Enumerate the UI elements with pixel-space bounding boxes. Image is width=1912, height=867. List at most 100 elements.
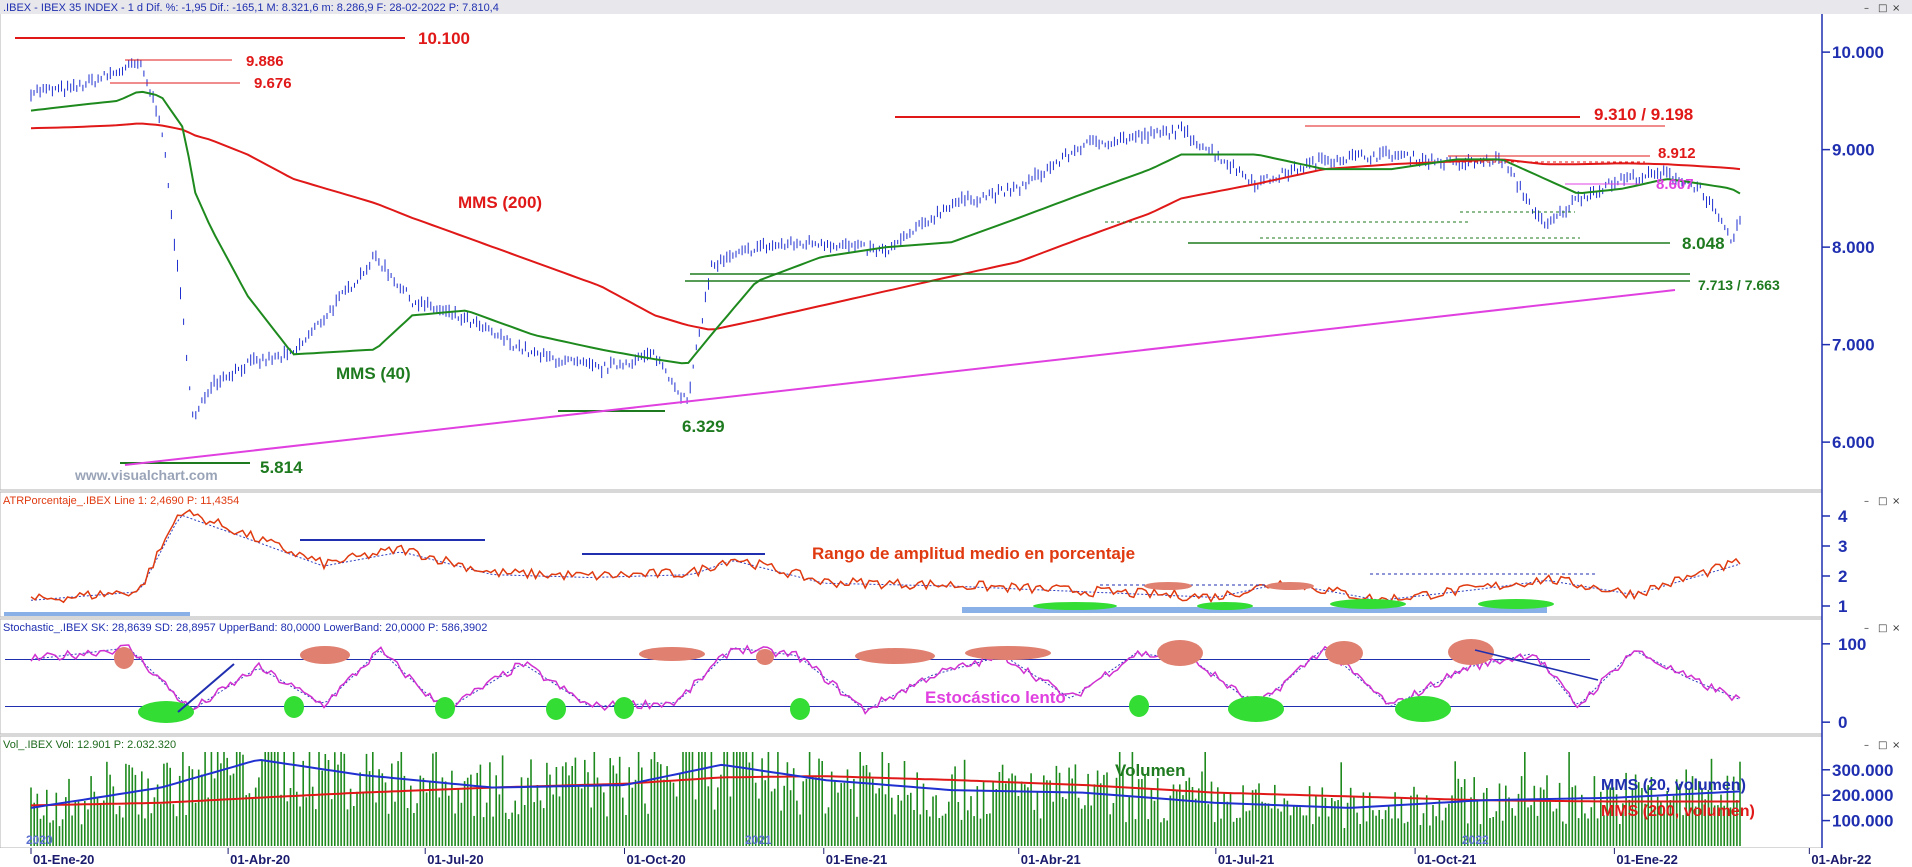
vol-window-buttons[interactable]: – □ ×: [1864, 740, 1900, 751]
vol-mms20-label: MMS (20, volumen): [1601, 777, 1746, 794]
atr-red-1: [1144, 582, 1192, 590]
price-plot: [30, 58, 1741, 420]
atr-header: ATRPorcentaje_.IBEX Line 1: 2,4690 P: 11…: [3, 495, 239, 507]
atr-green-1: [1033, 602, 1117, 610]
label-8048: 8.048: [1682, 234, 1725, 253]
stoch-red-2: [300, 646, 350, 664]
price-window-buttons[interactable]: – □ ×: [1864, 3, 1900, 14]
stoch-red-4: [756, 649, 774, 665]
stoch-green-5: [614, 697, 634, 719]
xtick-label: 01-Oct-20: [626, 852, 685, 867]
xtick-label: 01-Ene-22: [1616, 852, 1677, 867]
stoch-red-8: [1325, 641, 1363, 665]
axes-layer: 10.000 9.000 8.000 7.000 6.000 4 3 2 1 100 0 300.00…: [30, 43, 1893, 867]
stoch-red-9: [1448, 639, 1494, 665]
close-icon[interactable]: ×: [1892, 623, 1900, 634]
stoch-sk-line: [30, 644, 1741, 715]
year-2021: 2021: [745, 833, 772, 847]
xtick-label: 01-Abr-21: [1021, 852, 1081, 867]
maximize-icon[interactable]: □: [1878, 623, 1887, 634]
atr-red-2: [1266, 582, 1314, 590]
stoch-red-1: [114, 647, 134, 669]
atr-line: [30, 508, 1741, 605]
xtick-label: 01-Jul-21: [1218, 852, 1274, 867]
trendline: [124, 289, 1676, 466]
stoch-green-1: [138, 701, 194, 723]
label-9886: 9.886: [246, 53, 284, 70]
stoch-trend-1: [177, 663, 235, 713]
stoch-green-7: [1129, 695, 1149, 717]
stoch-window-buttons[interactable]: – □ ×: [1864, 623, 1900, 634]
minimize-icon[interactable]: –: [1864, 496, 1869, 507]
stoch-annotations: Estocástico lento: [114, 639, 1599, 723]
label-7713: 7.713 / 7.663: [1698, 277, 1780, 293]
price-ytick-label: 9.000: [1832, 141, 1875, 160]
price-levels: [15, 37, 1690, 466]
label-6329: 6.329: [682, 417, 725, 436]
year-2022: 2022: [1462, 833, 1489, 847]
stoch-green-4: [546, 698, 566, 720]
atr-band-1: [4, 612, 190, 616]
atr-green-3: [1330, 599, 1406, 609]
watermark: www.visualchart.com: [74, 467, 218, 483]
stoch-red-7: [1157, 640, 1203, 666]
stoch-label: Estocástico lento: [925, 688, 1066, 707]
price-ytick-label: 10.000: [1832, 43, 1884, 62]
minimize-icon[interactable]: –: [1864, 740, 1869, 751]
atr-ytick-label: 2: [1838, 567, 1847, 586]
maximize-icon[interactable]: □: [1878, 496, 1887, 507]
stoch-header: Stochastic_.IBEX SK: 28,8639 SD: 28,8957…: [3, 622, 487, 634]
minimize-icon[interactable]: –: [1864, 3, 1869, 14]
atr-plot: [30, 508, 1741, 605]
vol-mms200-line: [30, 775, 1740, 807]
label-5814: 5.814: [260, 458, 303, 477]
atr-annotations: Rango de amplitud medio en porcentaje: [4, 539, 1595, 616]
atr-ytick-label: 3: [1838, 537, 1847, 556]
price-header-bg: [0, 0, 1912, 14]
close-icon[interactable]: ×: [1892, 740, 1900, 751]
xtick-label: 01-Ene-20: [33, 852, 94, 867]
xtick-label: 01-Jul-20: [427, 852, 483, 867]
vol-ytick-label: 100.000: [1832, 812, 1893, 831]
label-9676: 9.676: [254, 75, 292, 92]
stoch-green-2: [284, 696, 304, 718]
vol-ytick-label: 200.000: [1832, 786, 1893, 805]
price-ytick-label: 7.000: [1832, 336, 1875, 355]
vol-mms200-label: MMS (200, volumen): [1601, 803, 1755, 820]
label-9310: 9.310 / 9.198: [1594, 105, 1693, 124]
mms200-line: [30, 122, 1741, 331]
xtick-label: 01-Abr-20: [230, 852, 290, 867]
label-mms40: MMS (40): [336, 364, 411, 383]
maximize-icon[interactable]: □: [1878, 740, 1887, 751]
atr-green-4: [1478, 599, 1554, 609]
volume-plot: [30, 752, 1741, 846]
xtick-label: 01-Ene-21: [826, 852, 887, 867]
maximize-icon[interactable]: □: [1878, 3, 1887, 14]
stoch-red-3: [639, 647, 705, 661]
xaxis-strip: [0, 848, 1912, 867]
minimize-icon[interactable]: –: [1864, 623, 1869, 634]
atr-band-2: [962, 607, 1547, 613]
atr-ytick-label: 4: [1838, 507, 1848, 526]
year-2020: 2020: [26, 833, 53, 847]
atr-green-2: [1197, 602, 1253, 610]
stoch-green-3: [435, 697, 455, 719]
atr-window-buttons[interactable]: – □ ×: [1864, 496, 1900, 507]
label-8912: 8.912: [1658, 145, 1696, 162]
stoch-sd-line: [30, 647, 1741, 711]
vol-header: Vol_.IBEX Vol: 12.901 P: 2.032.320: [3, 739, 176, 751]
stoch-green-6: [790, 698, 810, 720]
close-icon[interactable]: ×: [1892, 3, 1900, 14]
mms40-line: [30, 90, 1741, 365]
close-icon[interactable]: ×: [1892, 496, 1900, 507]
stoch-ytick-label: 0: [1838, 713, 1847, 732]
price-panel: [0, 11, 1823, 491]
stoch-green-8: [1228, 696, 1284, 722]
price-ytick-label: 6.000: [1832, 433, 1875, 452]
label-mms200: MMS (200): [458, 193, 542, 212]
atr-ytick-label: 1: [1838, 597, 1847, 616]
stoch-red-6: [965, 646, 1051, 660]
xtick-label: 01-Abr-22: [1811, 852, 1871, 867]
price-header: .IBEX - IBEX 35 INDEX - 1 d Dif. %: -1,9…: [3, 2, 499, 14]
